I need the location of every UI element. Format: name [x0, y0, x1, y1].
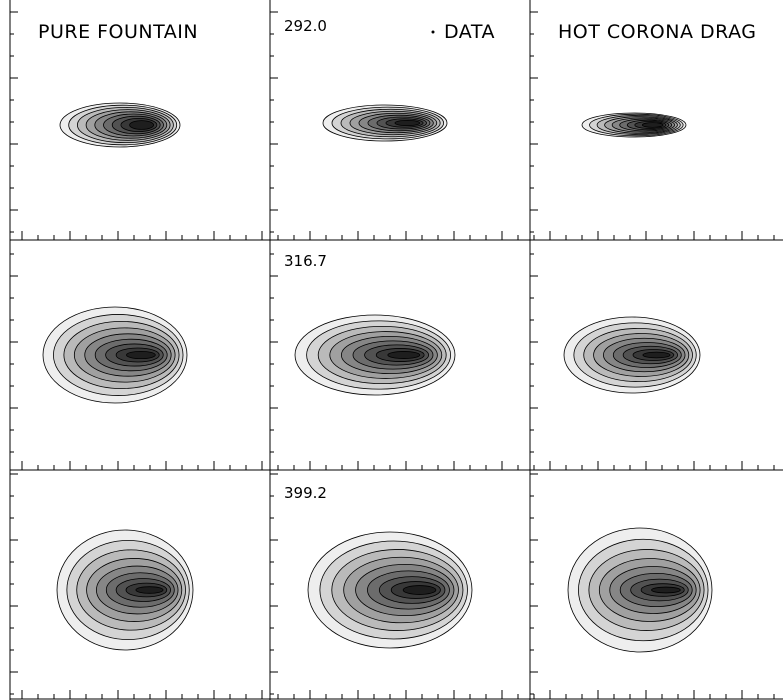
contour: [641, 122, 664, 128]
velocity-label: 316.7: [284, 252, 327, 270]
marker-dot: [431, 30, 435, 34]
column-title: DATA: [444, 21, 495, 43]
contour: [394, 119, 421, 127]
contour: [642, 351, 671, 359]
contour: [129, 120, 155, 130]
contour: [402, 585, 437, 595]
ticks: [10, 11, 775, 699]
contour: [126, 350, 156, 360]
contour: [135, 586, 164, 594]
column-title: PURE FOUNTAIN: [38, 21, 198, 43]
velocity-label: 292.0: [284, 17, 327, 35]
contour-maps: [42, 102, 713, 653]
contour: [651, 586, 681, 594]
contour: [387, 351, 421, 359]
panel-frames: [9, 0, 783, 700]
column-title: HOT CORONA DRAG: [558, 21, 756, 43]
velocity-label: 399.2: [284, 484, 327, 502]
